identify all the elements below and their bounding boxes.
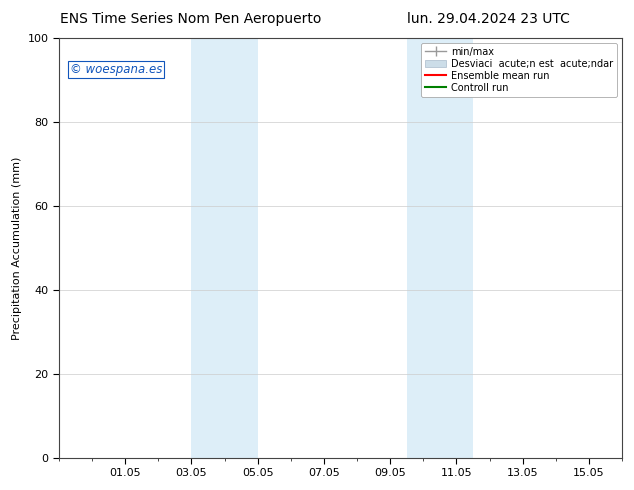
Text: ENS Time Series Nom Pen Aeropuerto: ENS Time Series Nom Pen Aeropuerto [60, 12, 321, 26]
Bar [191, 38, 257, 458]
Legend: min/max, Desviaci  acute;n est  acute;ndar, Ensemble mean run, Controll run: min/max, Desviaci acute;n est acute;ndar… [421, 43, 617, 97]
Text: lun. 29.04.2024 23 UTC: lun. 29.04.2024 23 UTC [407, 12, 569, 26]
Y-axis label: Precipitation Accumulation (mm): Precipitation Accumulation (mm) [12, 156, 22, 340]
Bar [407, 38, 473, 458]
Text: © woespana.es: © woespana.es [70, 63, 162, 76]
